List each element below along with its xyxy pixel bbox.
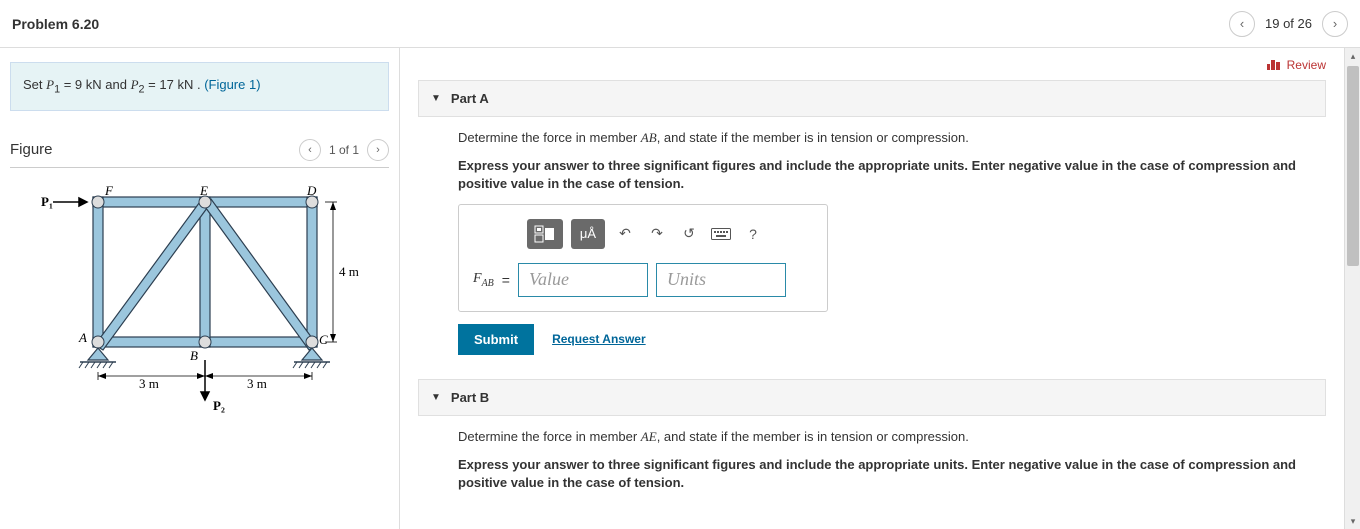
- problem-title: Problem 6.20: [12, 16, 1229, 32]
- p2-val: = 17 kN: [145, 77, 194, 92]
- scroll-up-button[interactable]: ▴: [1345, 48, 1360, 64]
- figure-next-button[interactable]: ›: [367, 139, 389, 161]
- figure-nav: ‹ 1 of 1 ›: [299, 139, 389, 161]
- and-text: and: [102, 77, 131, 92]
- value-input[interactable]: Value: [518, 263, 648, 297]
- help-button[interactable]: ?: [741, 219, 765, 249]
- problem-statement: Set P1 = 9 kN and P2 = 17 kN . (Figure 1…: [10, 62, 389, 111]
- part-a-prompt-var: AB: [641, 130, 657, 145]
- p1-val: = 9 kN: [60, 77, 102, 92]
- right-pane: Review ▼ Part A Determine the force in m…: [400, 48, 1344, 529]
- dim-span1: 3 m: [139, 376, 159, 391]
- label-f: F: [104, 183, 114, 198]
- part-b-header[interactable]: ▼ Part B: [418, 379, 1326, 416]
- label-e: E: [199, 183, 208, 198]
- figure-title: Figure: [10, 141, 53, 158]
- label-a: A: [78, 330, 87, 345]
- figure-prev-button[interactable]: ‹: [299, 139, 321, 161]
- units-input[interactable]: Units: [656, 263, 786, 297]
- redo-button[interactable]: ↷: [645, 219, 669, 249]
- review-icon: [1267, 60, 1281, 70]
- collapse-icon: ▼: [431, 392, 441, 403]
- part-b-prompt-var: AE: [641, 429, 657, 444]
- figure-count: 1 of 1: [329, 143, 359, 157]
- period: .: [193, 77, 204, 92]
- answer-toolbar: μÅ ↶ ↷ ↺ ?: [527, 219, 813, 249]
- p2-var: P: [131, 77, 139, 92]
- review-link[interactable]: Review: [418, 58, 1326, 72]
- reset-button[interactable]: ↺: [677, 219, 701, 249]
- part-b-body: Determine the force in member AE, and st…: [418, 428, 1326, 521]
- answer-variable: FAB: [473, 271, 494, 289]
- label-c: C: [319, 332, 328, 347]
- part-b-title: Part B: [451, 390, 489, 405]
- request-answer-link[interactable]: Request Answer: [552, 332, 646, 346]
- prev-problem-button[interactable]: ‹: [1229, 11, 1255, 37]
- dim-height: 4 m: [339, 264, 359, 279]
- part-a-instructions: Express your answer to three significant…: [458, 157, 1314, 193]
- part-a-prompt-pre: Determine the force in member: [458, 130, 641, 145]
- part-a-prompt-post: , and state if the member is in tension …: [657, 130, 969, 145]
- undo-button[interactable]: ↶: [613, 219, 637, 249]
- dim-span2: 3 m: [247, 376, 267, 391]
- problem-position: 19 of 26: [1265, 16, 1312, 31]
- figure-image: P₁ P₂ F E D A B C 3 m 3 m 4 m: [10, 178, 389, 432]
- figure-link[interactable]: (Figure 1): [204, 77, 260, 92]
- top-bar: Problem 6.20 ‹ 19 of 26 ›: [0, 0, 1360, 48]
- part-a-title: Part A: [451, 91, 489, 106]
- part-a-header[interactable]: ▼ Part A: [418, 80, 1326, 117]
- label-d: D: [306, 183, 317, 198]
- part-a-body: Determine the force in member AB, and st…: [418, 129, 1326, 373]
- set-prefix: Set: [23, 77, 46, 92]
- keyboard-button[interactable]: [709, 219, 733, 249]
- truss-svg: P₁ P₂ F E D A B C 3 m 3 m 4 m: [35, 182, 365, 432]
- units-button[interactable]: μÅ: [571, 219, 605, 249]
- collapse-icon: ▼: [431, 93, 441, 104]
- review-label: Review: [1287, 58, 1326, 72]
- part-b-instructions: Express your answer to three significant…: [458, 456, 1314, 492]
- label-b: B: [190, 348, 198, 363]
- equals-sign: =: [502, 272, 510, 288]
- next-problem-button[interactable]: ›: [1322, 11, 1348, 37]
- left-pane: Set P1 = 9 kN and P2 = 17 kN . (Figure 1…: [0, 48, 400, 529]
- label-p1: P₁: [41, 194, 53, 209]
- figure-header: Figure ‹ 1 of 1 ›: [10, 139, 389, 168]
- p1-var: P: [46, 77, 54, 92]
- template-button[interactable]: [527, 219, 563, 249]
- submit-button[interactable]: Submit: [458, 324, 534, 355]
- scroll-down-button[interactable]: ▾: [1345, 513, 1360, 529]
- problem-nav: ‹ 19 of 26 ›: [1229, 11, 1348, 37]
- part-b-prompt-pre: Determine the force in member: [458, 429, 641, 444]
- label-p2: P₂: [213, 398, 225, 413]
- scrollbar[interactable]: ▴ ▾: [1344, 48, 1360, 529]
- answer-box: μÅ ↶ ↷ ↺ ? FAB = Value: [458, 204, 828, 312]
- scroll-thumb[interactable]: [1347, 66, 1359, 266]
- part-b-prompt-post: , and state if the member is in tension …: [657, 429, 969, 444]
